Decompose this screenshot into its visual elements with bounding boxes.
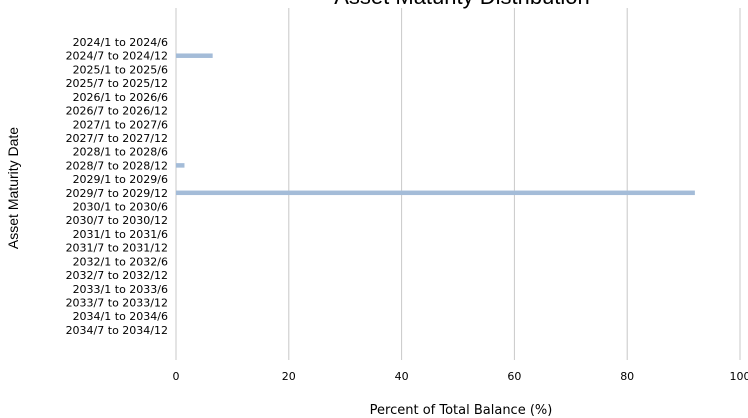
x-axis-label: Percent of Total Balance (%) [370, 403, 553, 418]
y-tick-label: 2027/1 to 2027/6 [73, 118, 168, 131]
x-tick-label: 0 [173, 370, 180, 383]
y-tick-label: 2029/1 to 2029/6 [73, 173, 168, 186]
y-tick-label: 2026/7 to 2026/12 [66, 105, 168, 118]
x-tick-label: 20 [282, 370, 296, 383]
y-tick-label: 2032/7 to 2032/12 [66, 269, 168, 282]
y-tick-label: 2032/1 to 2032/6 [73, 255, 168, 268]
y-tick-label: 2034/1 to 2034/6 [73, 310, 168, 323]
x-tick-label: 100 [730, 370, 748, 383]
y-tick-label: 2028/1 to 2028/6 [73, 146, 168, 159]
x-tick-labels: 0 20 40 60 80 100 [173, 370, 748, 383]
y-tick-label: 2033/1 to 2033/6 [73, 283, 168, 296]
chart-title: Asset Maturity Distribution [334, 0, 590, 9]
y-tick-label: 2027/7 to 2027/12 [66, 132, 168, 145]
y-tick-label: 2031/7 to 2031/12 [66, 242, 168, 255]
bar [176, 163, 185, 168]
x-tick-label: 80 [620, 370, 634, 383]
y-axis-label: Asset Maturity Date [5, 127, 21, 249]
bars [176, 53, 695, 196]
y-tick-label: 2024/1 to 2024/6 [73, 36, 168, 49]
bar [176, 190, 695, 196]
bar [176, 53, 213, 58]
y-tick-label: 2028/7 to 2028/12 [66, 159, 168, 172]
y-tick-label: 2030/1 to 2030/6 [73, 201, 168, 214]
y-tick-label: 2025/1 to 2025/6 [73, 63, 168, 76]
x-tick-label: 60 [507, 370, 521, 383]
y-tick-label: 2030/7 to 2030/12 [66, 214, 168, 227]
y-tick-label: 2034/7 to 2034/12 [66, 324, 168, 337]
y-tick-label: 2026/1 to 2026/6 [73, 91, 168, 104]
x-tick-label: 40 [395, 370, 409, 383]
y-tick-label: 2025/7 to 2025/12 [66, 77, 168, 90]
y-tick-label: 2031/1 to 2031/6 [73, 228, 168, 241]
y-tick-label: 2024/7 to 2024/12 [66, 50, 168, 63]
y-tick-label: 2029/7 to 2029/12 [66, 187, 168, 200]
y-tick-label: 2033/7 to 2033/12 [66, 296, 168, 309]
gridlines [175, 8, 741, 360]
